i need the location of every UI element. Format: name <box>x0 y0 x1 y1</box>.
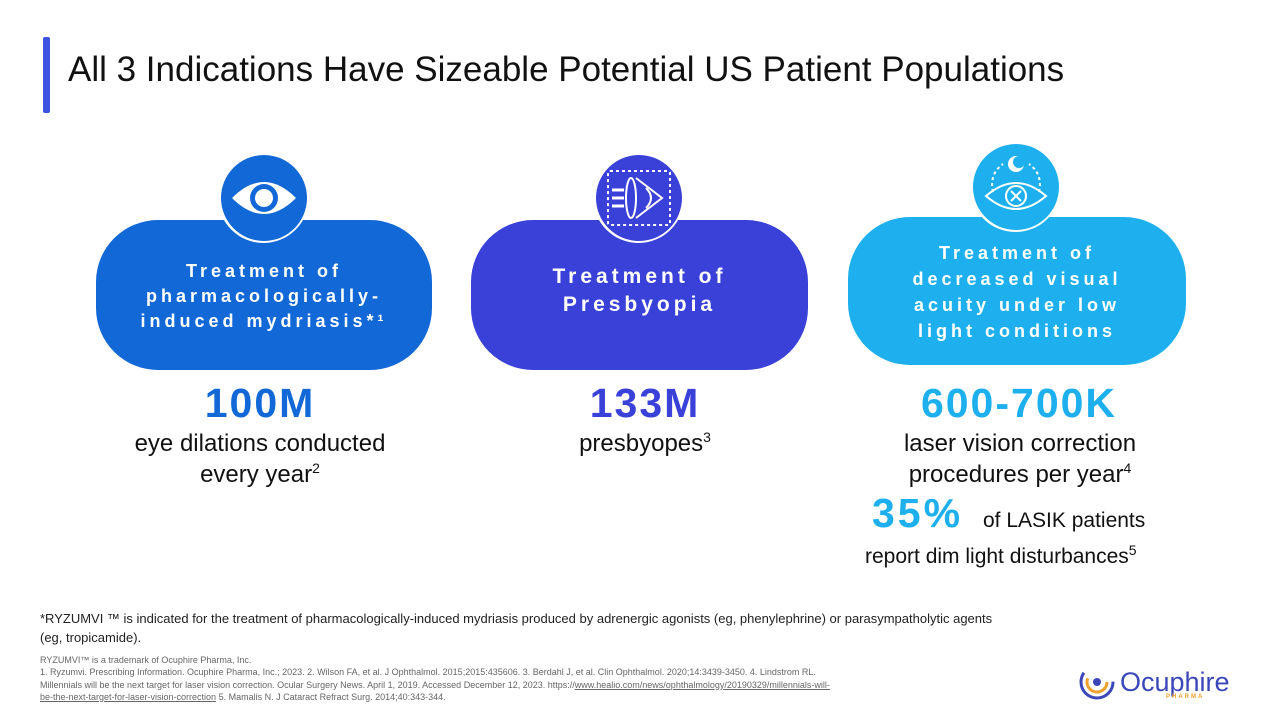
stat-description: laser vision correction procedures per y… <box>903 430 1137 488</box>
pill-line: Treatment of <box>185 260 343 281</box>
footnote: *RYZUMVI ™ is indicated for the treatmen… <box>40 611 993 645</box>
pill-line: light conditions <box>918 321 1116 341</box>
pill-line: Treatment of <box>552 265 727 288</box>
pill-line: acuity under low <box>913 295 1121 315</box>
references: RYZUMVI™ is a trademark of Ocuphire Phar… <box>40 655 830 702</box>
icon-badge-2 <box>593 152 684 243</box>
page-title: All 3 Indications Have Sizeable Potentia… <box>68 50 1065 89</box>
lasik-stat-subtext: report dim light disturbances5 <box>865 542 1137 568</box>
lens-eye-icon <box>606 169 671 226</box>
eye-icon <box>231 181 296 214</box>
pill-line: induced mydriasis*¹ <box>140 310 388 331</box>
stat-description: eye dilations conducted every year2 <box>134 430 386 488</box>
pill-line: Presbyopia <box>562 293 717 316</box>
night-vision-eye-icon <box>983 155 1048 210</box>
lasik-stat: 35% <box>872 490 964 536</box>
indication-pill-low-light: Treatment of decreased visual acuity und… <box>848 217 1186 365</box>
pill-line: decreased visual <box>912 269 1122 289</box>
title-accent-bar <box>43 37 50 113</box>
logo-name: Ocuphire <box>1120 666 1230 697</box>
stat-value: 133M <box>589 380 701 426</box>
pill-line: pharmacologically- <box>145 285 383 306</box>
lasik-stat-text: of LASIK patients <box>983 509 1146 532</box>
logo-subtitle: PHARMA <box>1166 694 1205 700</box>
stat-value: 100M <box>204 380 316 426</box>
indication-pill-presbyopia: Treatment of Presbyopia <box>471 220 808 370</box>
stat-value: 600-700K <box>920 380 1118 426</box>
icon-badge-1 <box>218 152 309 243</box>
reference-link-cont[interactable]: be-the-next-target-for-laser-vision-corr… <box>40 691 217 702</box>
ocuphire-logo: Ocuphire <box>1078 660 1238 704</box>
stat-description: presbyopes3 <box>579 429 711 457</box>
logo-swirl-icon <box>1079 664 1115 700</box>
icon-badge-3 <box>970 141 1061 232</box>
pill-line: Treatment of <box>938 243 1096 263</box>
indication-pill-mydriasis: Treatment of pharmacologically- induced … <box>96 220 432 370</box>
reference-link[interactable]: www.healio.com/news/ophthalmology/201903… <box>574 679 830 690</box>
